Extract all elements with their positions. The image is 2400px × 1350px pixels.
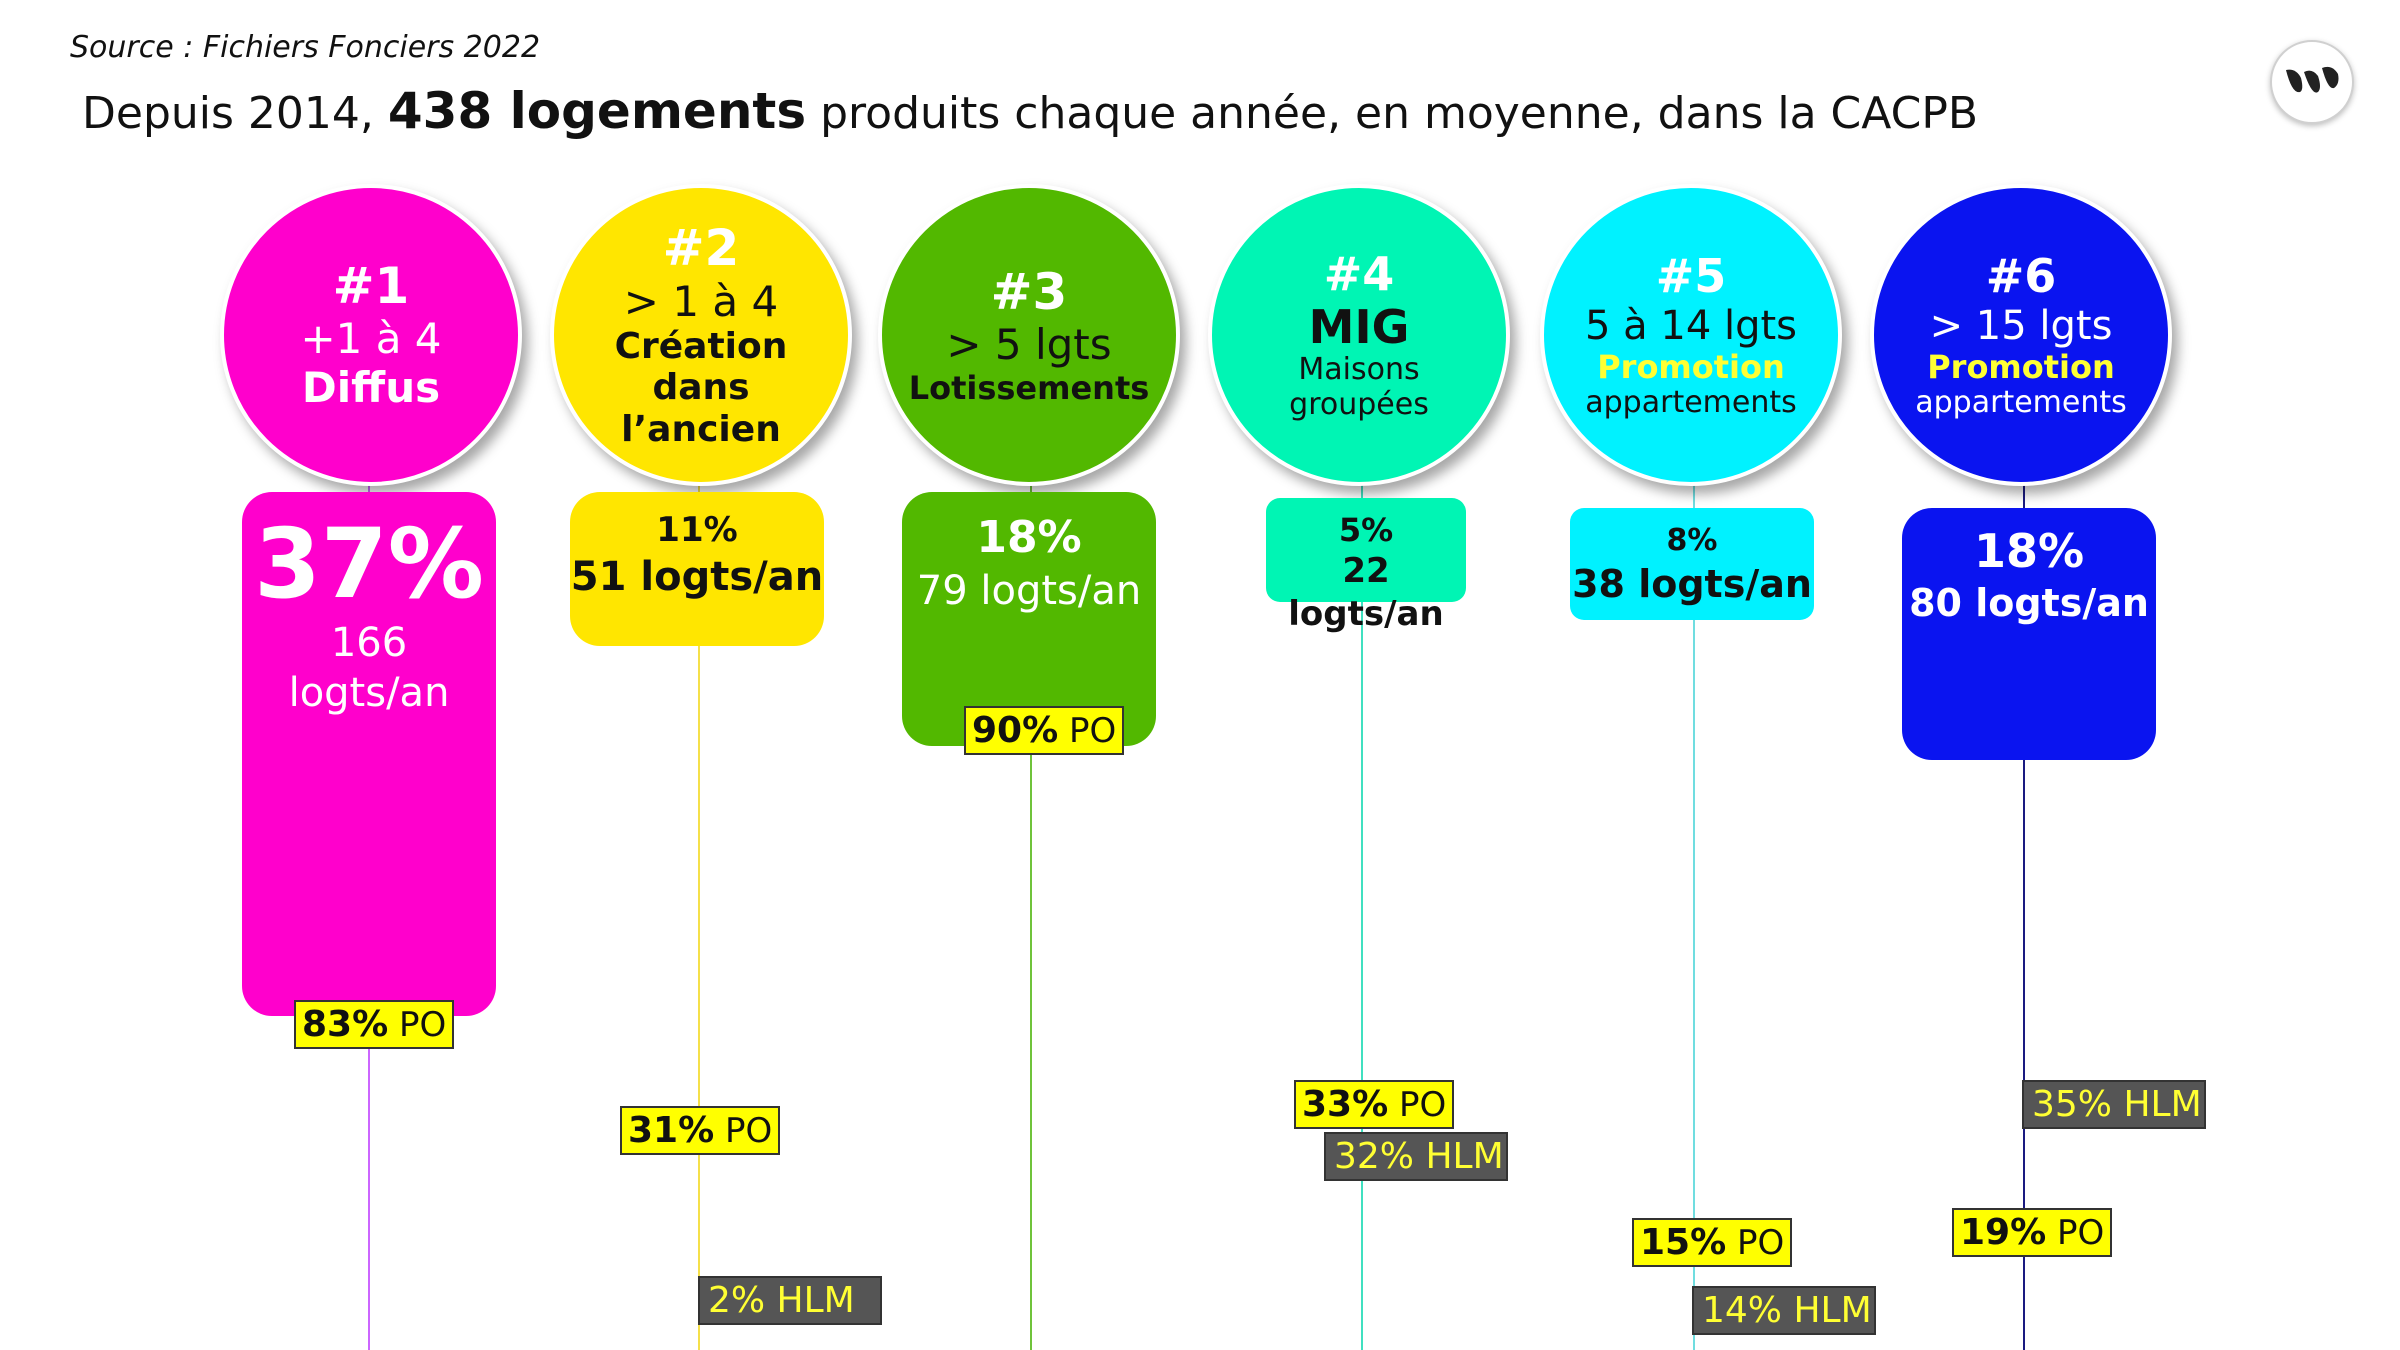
- segment-2-rank: #2: [662, 219, 740, 278]
- segment-3-po-tag: 90% PO: [964, 706, 1125, 755]
- segment-1-po-value: 83%: [302, 1004, 389, 1045]
- segment-2-po-tag: 31% PO: [620, 1106, 781, 1155]
- title-highlight: 438 logements: [387, 82, 807, 140]
- segment-5-hlm-tag: 14% HLM: [1692, 1286, 1876, 1335]
- connector-line-2: [698, 470, 700, 1350]
- connector-line-3: [1030, 470, 1032, 1350]
- segment-2-hlm-tag: 2% HLM: [698, 1276, 882, 1325]
- segment-4-po-value: 33%: [1302, 1084, 1389, 1125]
- segment-2-size: > 1 à 4: [623, 276, 779, 326]
- segment-3-size: > 5 lgts: [946, 320, 1112, 370]
- segment-5-type: Promotion: [1597, 347, 1785, 386]
- segment-4-size: MIG: [1308, 299, 1410, 354]
- segment-1-count-unit: logts/an: [288, 669, 450, 716]
- segment-1-stats-box: 37% 166 logts/an: [242, 492, 496, 1016]
- segment-6-po-value: 19%: [1960, 1212, 2047, 1253]
- segment-5-share: 8%: [1666, 523, 1718, 558]
- segment-3-po-unit: PO: [1068, 711, 1117, 751]
- segment-1-po-unit: PO: [398, 1005, 447, 1045]
- segment-1-rank: #1: [332, 256, 410, 315]
- segment-1-size: +1 à 4: [300, 314, 442, 364]
- segment-3-rank: #3: [990, 262, 1068, 321]
- segment-6-po-unit: PO: [2056, 1213, 2105, 1253]
- segment-6-po-tag: 19% PO: [1952, 1208, 2113, 1257]
- segment-6-share: 18%: [1973, 524, 2085, 578]
- segment-3-type: Lotissements: [908, 368, 1150, 407]
- segment-3-stats-box: 18% 79 logts/an: [902, 492, 1156, 746]
- segment-4-share: 5%: [1338, 511, 1394, 549]
- segment-5-size: 5 à 14 lgts: [1584, 302, 1798, 349]
- segment-5-rank: #5: [1655, 248, 1727, 303]
- segment-6-count: 80 logts/an: [1909, 581, 2149, 626]
- segment-1-po-tag: 83% PO: [294, 1000, 455, 1049]
- segment-2-count: 51 logts/an: [570, 554, 824, 601]
- segment-2-type-line1: Création: [614, 325, 788, 367]
- segment-3-po-value: 90%: [972, 710, 1059, 751]
- segment-5-count: 38 logts/an: [1572, 561, 1812, 606]
- segment-2-circle: #2 > 1 à 4 Création dans l’ancien: [550, 184, 852, 486]
- segment-1-share: 37%: [254, 508, 484, 620]
- segment-1-circle: #1 +1 à 4 Diffus: [220, 184, 522, 486]
- title-prefix: Depuis 2014,: [82, 88, 388, 139]
- segment-2-type-line2: dans: [652, 367, 750, 409]
- segment-6-size: > 15 lgts: [1929, 302, 2113, 349]
- segment-4-type-line2: groupées: [1289, 386, 1429, 422]
- segment-4-count: 22 logts/an: [1288, 551, 1444, 634]
- connector-line-4: [1361, 470, 1363, 1350]
- segment-2-po-value: 31%: [628, 1110, 715, 1151]
- source-note: Source : Fichiers Fonciers 2022: [70, 30, 541, 65]
- segment-5-subtype: appartements: [1585, 384, 1797, 420]
- segment-4-circle: #4 MIG Maisons groupées: [1208, 184, 1510, 486]
- segment-1-type: Diffus: [301, 362, 441, 412]
- segment-5-stats-box: 8% 38 logts/an: [1570, 508, 1814, 620]
- segment-4-po-tag: 33% PO: [1294, 1080, 1455, 1129]
- segment-6-hlm-tag: 35% HLM: [2022, 1080, 2206, 1129]
- segment-4-po-unit: PO: [1398, 1085, 1447, 1125]
- page-title: Depuis 2014, 438 logements produits chaq…: [82, 82, 1978, 140]
- segment-2-type-line3: l’ancien: [621, 408, 781, 450]
- segment-4-type-line1: Maisons: [1298, 352, 1420, 388]
- segment-1-count-value: 166: [330, 619, 408, 666]
- segment-5-po-tag: 15% PO: [1632, 1218, 1793, 1267]
- segment-5-po-value: 15%: [1640, 1222, 1727, 1263]
- title-suffix: produits chaque année, en moyenne, dans …: [806, 88, 1979, 139]
- segment-6-rank: #6: [1985, 248, 2057, 303]
- segment-5-po-unit: PO: [1736, 1223, 1785, 1263]
- segment-6-stats-box: 18% 80 logts/an: [1902, 508, 2156, 760]
- segment-4-hlm-tag: 32% HLM: [1324, 1132, 1508, 1181]
- segment-3-share: 18%: [976, 512, 1082, 563]
- connector-line-6: [2023, 470, 2025, 1350]
- segment-6-type: Promotion: [1927, 347, 2115, 386]
- segment-2-po-unit: PO: [724, 1111, 773, 1151]
- segment-6-circle: #6 > 15 lgts Promotion appartements: [1870, 184, 2172, 486]
- segment-3-count: 79 logts/an: [916, 567, 1142, 614]
- segment-4-stats-box: 5% 22 logts/an: [1266, 498, 1466, 634]
- brand-logo-icon: [2270, 40, 2354, 124]
- segment-6-subtype: appartements: [1915, 384, 2127, 420]
- segment-3-circle: #3 > 5 lgts Lotissements: [878, 184, 1180, 486]
- segment-4-rank: #4: [1323, 246, 1395, 301]
- segment-2-share: 11%: [656, 510, 738, 550]
- segment-5-circle: #5 5 à 14 lgts Promotion appartements: [1540, 184, 1842, 486]
- segment-2-stats-box: 11% 51 logts/an: [570, 492, 824, 646]
- connector-line-5: [1693, 470, 1695, 1350]
